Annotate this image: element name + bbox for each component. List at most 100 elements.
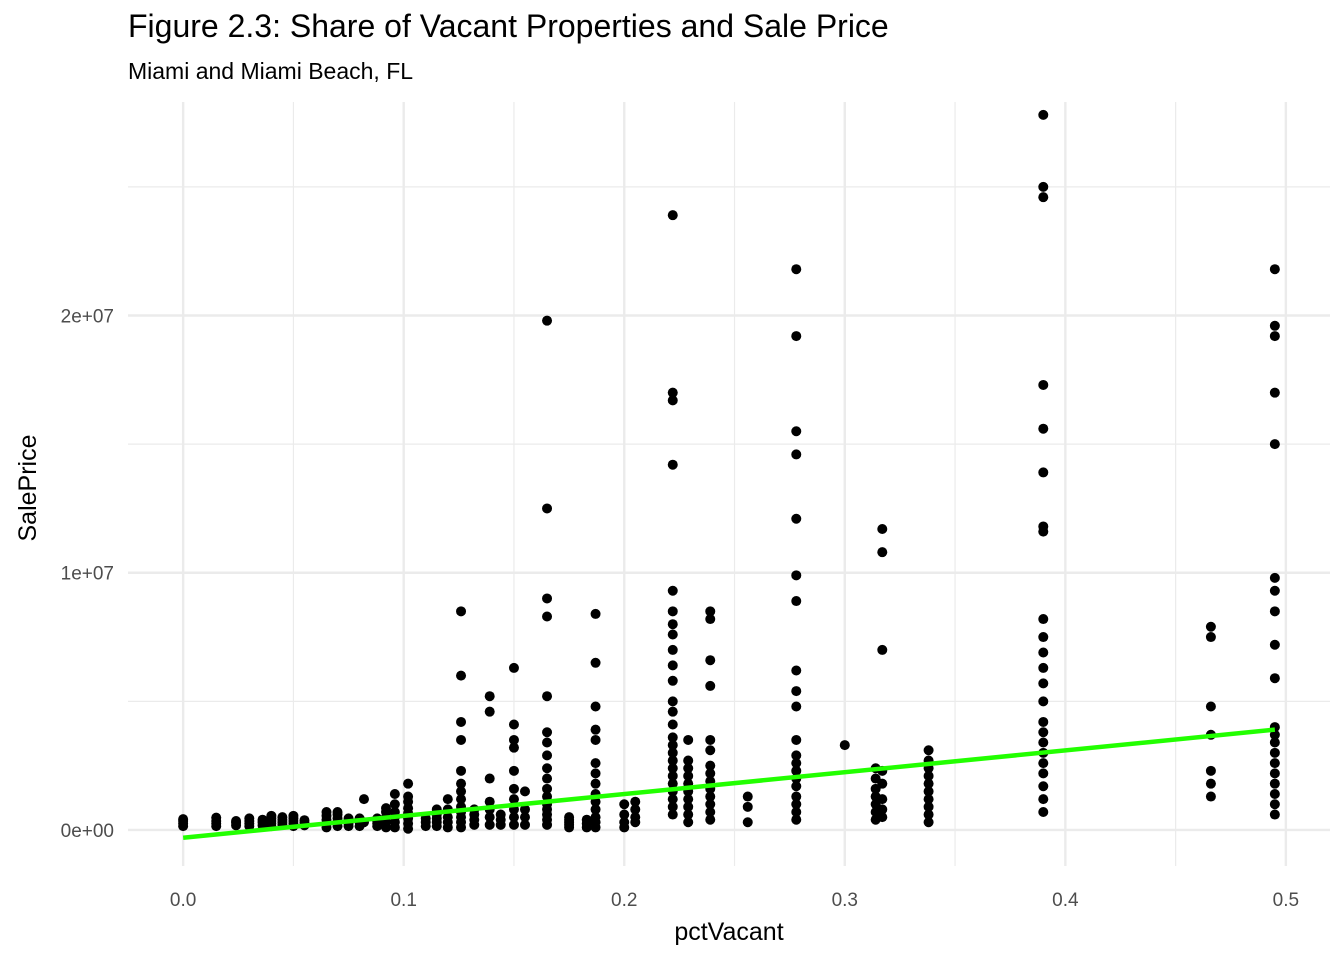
data-point xyxy=(1038,758,1049,769)
data-point xyxy=(542,611,553,622)
data-point xyxy=(923,770,934,781)
data-point xyxy=(705,799,716,810)
data-point xyxy=(590,804,601,815)
data-point xyxy=(791,596,802,607)
data-point xyxy=(1269,387,1280,398)
data-point xyxy=(877,812,888,823)
data-point xyxy=(877,644,888,655)
x-axis-title: pctVacant xyxy=(674,918,783,946)
data-point xyxy=(791,806,802,817)
data-point xyxy=(1038,737,1049,748)
data-point xyxy=(923,778,934,789)
x-tick-label: 0.4 xyxy=(1052,890,1079,911)
data-point xyxy=(508,783,519,794)
data-point xyxy=(1269,768,1280,779)
data-point xyxy=(705,806,716,817)
data-point xyxy=(178,814,189,825)
data-point xyxy=(1038,467,1049,478)
data-point xyxy=(277,812,288,823)
data-point xyxy=(791,449,802,460)
data-point xyxy=(442,812,453,823)
data-point xyxy=(590,657,601,668)
data-point xyxy=(705,655,716,666)
data-point xyxy=(1269,585,1280,596)
data-point xyxy=(1038,794,1049,805)
data-point xyxy=(288,810,299,821)
data-point xyxy=(484,796,495,807)
data-point xyxy=(1269,809,1280,820)
data-point xyxy=(667,675,678,686)
data-point xyxy=(1269,606,1280,617)
data-point xyxy=(923,817,934,828)
data-point xyxy=(667,809,678,820)
x-tick-label: 0.0 xyxy=(170,890,196,911)
data-point xyxy=(321,806,332,817)
data-point xyxy=(705,614,716,625)
data-point xyxy=(542,737,553,748)
data-point xyxy=(705,768,716,779)
data-point xyxy=(667,660,678,671)
data-point xyxy=(495,809,506,820)
data-point xyxy=(590,608,601,619)
data-point xyxy=(542,593,553,604)
data-point xyxy=(1269,639,1280,650)
data-point xyxy=(542,503,553,514)
data-point xyxy=(667,794,678,805)
data-point xyxy=(791,734,802,745)
data-point xyxy=(1038,662,1049,673)
data-point xyxy=(619,809,630,820)
data-point xyxy=(542,783,553,794)
data-point xyxy=(508,812,519,823)
data-point xyxy=(791,765,802,776)
data-point xyxy=(630,804,641,815)
data-point xyxy=(791,686,802,697)
data-point xyxy=(705,745,716,756)
data-point xyxy=(667,459,678,470)
data-point xyxy=(683,770,694,781)
data-point xyxy=(667,706,678,717)
data-point xyxy=(389,799,400,810)
data-point xyxy=(358,794,369,805)
data-point xyxy=(542,773,553,784)
data-point xyxy=(456,606,467,617)
data-point xyxy=(705,680,716,691)
data-point xyxy=(1269,778,1280,789)
data-point xyxy=(1269,729,1280,740)
data-point xyxy=(590,724,601,735)
data-point xyxy=(542,691,553,702)
data-point xyxy=(1038,521,1049,532)
data-point xyxy=(456,670,467,681)
data-point xyxy=(542,791,553,802)
data-point xyxy=(332,806,343,817)
data-point xyxy=(484,706,495,717)
data-point xyxy=(442,794,453,805)
data-point xyxy=(791,814,802,825)
data-point xyxy=(667,770,678,781)
data-point xyxy=(683,801,694,812)
data-point xyxy=(1038,716,1049,727)
minor-gridlines xyxy=(128,102,1330,866)
data-point xyxy=(667,755,678,766)
data-point xyxy=(484,691,495,702)
data-point xyxy=(877,547,888,558)
data-point xyxy=(619,817,630,828)
data-point xyxy=(791,513,802,524)
data-point xyxy=(1269,788,1280,799)
trend-line xyxy=(182,727,1276,840)
data-point xyxy=(791,758,802,769)
data-point xyxy=(456,716,467,727)
data-point xyxy=(619,799,630,810)
data-point xyxy=(211,812,222,823)
data-point xyxy=(683,817,694,828)
y-axis-tick-labels: 0e+00 1e+07 2e+07 xyxy=(61,307,114,842)
data-point xyxy=(590,734,601,745)
data-point xyxy=(705,791,716,802)
data-point xyxy=(1038,379,1049,390)
data-point xyxy=(542,315,553,326)
data-points xyxy=(178,109,1280,834)
data-point xyxy=(742,817,753,828)
data-point xyxy=(667,732,678,743)
data-point xyxy=(791,264,802,275)
data-point xyxy=(923,794,934,805)
